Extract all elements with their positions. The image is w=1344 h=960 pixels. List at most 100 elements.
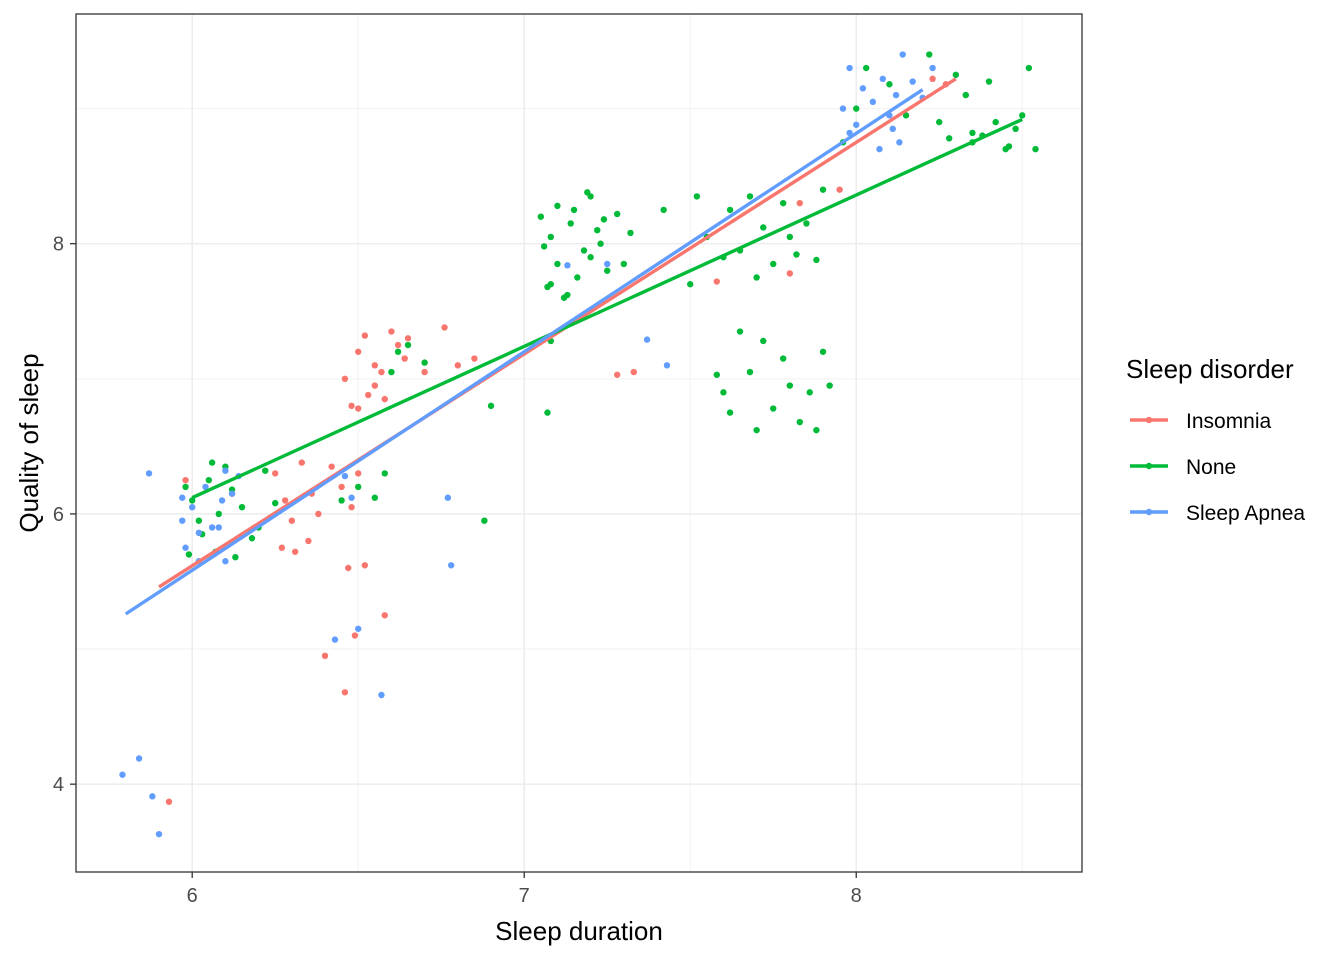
point-none [554,202,561,210]
x-axis-title: Sleep duration [495,916,663,946]
point-insomnia [441,324,448,331]
point-none [262,467,269,474]
point-insomnia [404,335,412,342]
point-none [826,382,833,389]
point-sleep-apnea [663,362,671,369]
point-insomnia [381,612,388,619]
point-sleep-apnea [208,524,216,531]
point-none [862,64,870,72]
point-none [182,483,189,491]
y-axis-title: Quality of sleep [14,353,44,532]
point-none [796,418,803,426]
point-none [969,129,976,137]
point-none [600,216,608,223]
point-sleep-apnea [215,524,222,531]
point-sleep-apnea [604,260,611,268]
point-insomnia [361,332,369,339]
point-none [819,186,827,193]
point-sleep-apnea [189,503,196,511]
point-none [381,470,388,477]
point-none [248,535,256,542]
point-sleep-apnea [892,91,900,99]
point-none [232,553,239,561]
point-sleep-apnea [179,517,186,524]
point-insomnia [348,402,355,410]
point-insomnia [315,510,322,518]
point-insomnia [421,368,428,376]
x-tick-label: 6 [187,885,198,907]
point-none [779,199,787,207]
legend-item-insomnia: Insomnia [1130,410,1272,433]
point-sleep-apnea [899,51,906,58]
point-sleep-apnea [643,336,651,343]
x-tick-label: 8 [851,885,862,907]
point-none [926,51,933,58]
point-none [720,389,727,396]
point-insomnia [836,186,843,193]
plot-panel-border [75,13,1083,873]
point-insomnia [713,278,720,285]
point-insomnia [471,355,478,362]
point-sleep-apnea [444,494,452,501]
point-none [952,71,960,79]
point-sleep-apnea [846,64,853,72]
point-insomnia [796,199,803,207]
point-insomnia [929,75,936,83]
point-none [760,337,767,345]
point-insomnia [355,470,362,477]
point-sleep-apnea [879,75,886,83]
point-none [853,105,860,112]
point-none [554,260,561,268]
x-axis: 6 7 8 [187,872,862,907]
legend-key-point [1145,462,1153,470]
legend-item-sleep-apnea: Sleep Apnea [1130,502,1305,525]
point-none [945,135,953,142]
point-insomnia [278,544,286,551]
point-none [1032,145,1039,153]
point-insomnia [361,562,369,569]
point-sleep-apnea [929,64,936,72]
point-none [404,341,412,349]
point-sleep-apnea [869,98,877,106]
point-insomnia [371,382,379,389]
trend-line-none [191,117,1023,500]
point-none [208,459,216,466]
point-sleep-apnea [228,490,236,497]
point-insomnia [351,632,359,639]
legend-title: Sleep disorder [1126,354,1294,384]
point-none [1012,125,1019,133]
point-sleep-apnea [222,558,229,565]
point-sleep-apnea [564,262,571,269]
point-sleep-apnea [846,129,853,137]
point-none [886,81,893,88]
point-none [1025,64,1033,72]
point-none [481,517,488,524]
point-none [793,251,800,258]
point-none [726,206,734,214]
point-none [713,371,720,378]
point-insomnia [401,355,408,362]
point-none [902,112,910,119]
point-insomnia [371,362,379,369]
point-none [564,291,571,299]
point-none [746,193,754,200]
legend-label: Sleep Apnea [1186,502,1305,525]
point-none [574,274,581,281]
point-insomnia [341,375,349,383]
y-tick-label: 4 [53,774,64,796]
point-none [604,267,611,274]
point-insomnia [305,537,312,545]
point-none [570,206,578,214]
point-insomnia [364,391,372,399]
point-sleep-apnea [839,105,847,112]
point-sleep-apnea [859,85,867,92]
point-sleep-apnea [182,544,189,551]
point-none [195,517,203,524]
point-insomnia [288,517,296,524]
legend-key-point [1145,508,1153,516]
x-tick-label: 7 [519,885,530,907]
point-none [627,229,634,237]
point-none [936,118,943,126]
point-none [819,348,827,355]
point-sleep-apnea [195,529,203,537]
